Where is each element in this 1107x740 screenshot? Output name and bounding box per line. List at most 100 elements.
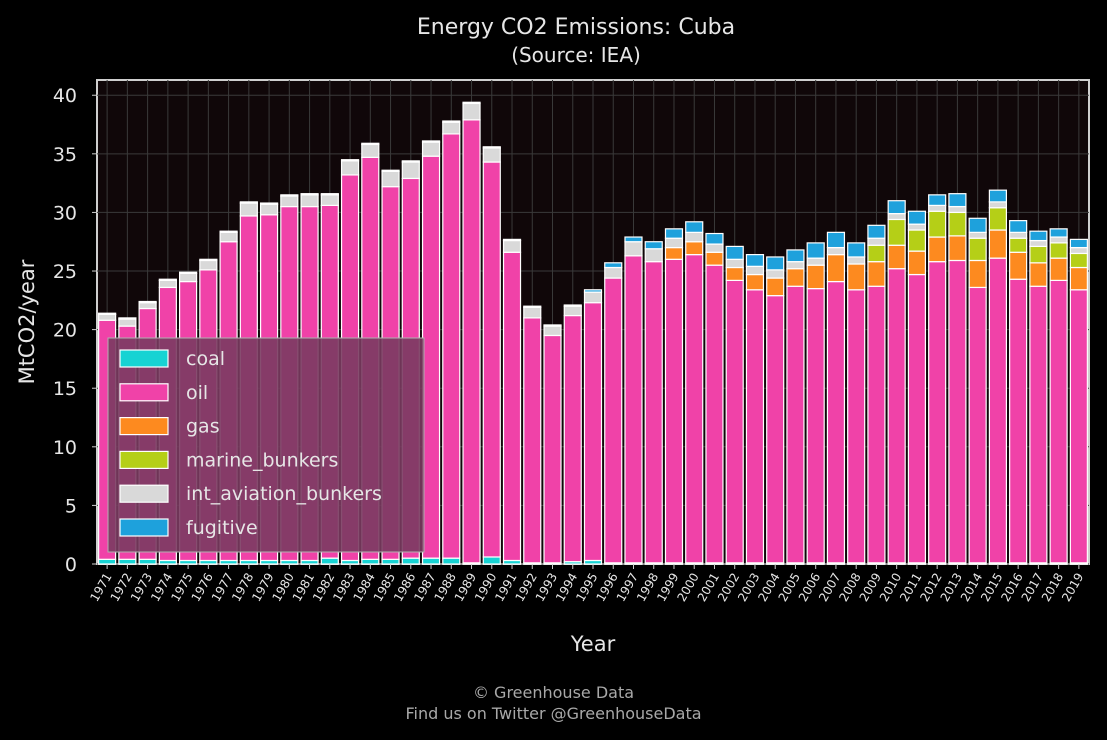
bar-oil-2006	[806, 288, 825, 564]
bar-gas-2004	[766, 277, 785, 297]
bar-oil-1999	[664, 258, 684, 564]
bar-coal-1982	[320, 557, 339, 565]
legend-swatch-fugitive	[119, 518, 169, 537]
bar-gas-2009	[867, 261, 886, 287]
bar-fugitive-1973	[138, 300, 157, 304]
bar-marine_bunkers-2018	[1049, 242, 1068, 259]
y-axis-ticks: 0 5 10 15 20 25 30 35 40	[53, 85, 97, 576]
legend-swatch-coal	[119, 349, 169, 368]
y-tick-label: 30	[53, 202, 77, 224]
bar-gas-2010	[887, 244, 906, 270]
chart-title: Energy CO2 Emissions: Cuba	[417, 15, 735, 40]
bar-fugitive-2001	[705, 232, 724, 245]
legend-swatch-gas	[119, 417, 169, 436]
bar-int_aviation_bunkers-1981	[300, 194, 319, 208]
footer-twitter: Find us on Twitter @GreenhouseData	[405, 704, 702, 723]
bar-fugitive-1997	[624, 236, 643, 243]
bar-int_aviation_bunkers-2005	[786, 261, 805, 270]
bar-fugitive-1971	[98, 312, 117, 315]
bar-fugitive-1978	[239, 201, 258, 204]
bar-fugitive-1983	[340, 159, 360, 162]
bar-int_aviation_bunkers-2003	[745, 265, 765, 276]
bar-int_aviation_bunkers-2018	[1049, 236, 1068, 244]
bar-int_aviation_bunkers-1986	[401, 161, 420, 180]
bar-oil-2004	[766, 295, 785, 564]
bar-gas-2006	[806, 264, 825, 290]
bar-gas-2019	[1069, 266, 1088, 291]
bar-gas-2016	[1009, 251, 1028, 280]
bar-int_aviation_bunkers-1995	[583, 291, 603, 304]
bar-coal-1985	[381, 558, 400, 565]
bar-oil-2016	[1009, 278, 1028, 564]
bar-fugitive-2014	[968, 217, 987, 233]
bar-fugitive-1993	[543, 324, 562, 327]
bar-fugitive-2012	[928, 194, 947, 206]
bar-fugitive-1992	[523, 305, 542, 308]
bar-coal-1986	[401, 557, 420, 565]
bar-fugitive-1988	[442, 120, 461, 123]
bar-int_aviation_bunkers-2007	[826, 246, 846, 256]
bar-fugitive-2007	[826, 231, 846, 249]
bar-int_aviation_bunkers-2019	[1069, 246, 1088, 255]
bar-oil-2010	[887, 268, 906, 564]
bar-oil-1997	[624, 255, 643, 564]
bar-int_aviation_bunkers-2014	[968, 231, 987, 239]
bar-oil-2017	[1029, 285, 1048, 564]
y-tick-label: 40	[53, 85, 77, 107]
y-tick-label: 5	[65, 495, 77, 517]
bar-oil-1994	[563, 314, 582, 563]
bar-fugitive-1980	[280, 194, 299, 197]
bar-fugitive-2011	[907, 210, 927, 225]
bar-fugitive-2008	[847, 242, 866, 258]
bar-int_aviation_bunkers-1988	[442, 121, 461, 135]
bar-fugitive-1996	[604, 262, 623, 269]
legend-label-coal: coal	[186, 348, 225, 370]
bar-int_aviation_bunkers-2012	[928, 204, 947, 212]
bar-marine_bunkers-2015	[988, 207, 1008, 231]
bar-fugitive-2002	[725, 245, 744, 260]
bar-oil-2018	[1049, 279, 1068, 564]
bar-fugitive-1984	[361, 142, 380, 146]
legend-label-fugitive: fugitive	[186, 517, 258, 539]
bar-int_aviation_bunkers-1990	[482, 147, 501, 163]
bar-int_aviation_bunkers-2009	[867, 237, 886, 246]
bar-fugitive-2010	[887, 200, 906, 215]
bar-coal-1973	[138, 558, 157, 565]
bar-fugitive-1981	[300, 193, 319, 196]
footer-credit: © Greenhouse Data	[472, 683, 635, 702]
bar-int_aviation_bunkers-2013	[948, 205, 967, 214]
bar-fugitive-2018	[1049, 228, 1068, 238]
bar-int_aviation_bunkers-1973	[138, 302, 157, 310]
bar-int_aviation_bunkers-1977	[219, 231, 238, 243]
bar-int_aviation_bunkers-2017	[1029, 239, 1048, 248]
x-axis-ticks: 1971197219731974197519761977197819791980…	[87, 564, 1086, 604]
legend-label-marine_bunkers: marine_bunkers	[186, 449, 338, 471]
bar-int_aviation_bunkers-2006	[806, 257, 825, 266]
bar-fugitive-2009	[867, 224, 886, 239]
bar-fugitive-1986	[401, 160, 420, 163]
bar-int_aviation_bunkers-1997	[624, 241, 643, 257]
bar-int_aviation_bunkers-1972	[118, 318, 137, 327]
y-tick-label: 15	[53, 378, 77, 400]
legend-frame	[107, 337, 425, 553]
bar-marine_bunkers-2010	[887, 218, 906, 246]
bar-oil-2014	[968, 286, 987, 564]
bar-int_aviation_bunkers-2000	[685, 231, 704, 243]
bar-coal-1984	[361, 558, 380, 565]
bar-oil-2008	[847, 289, 866, 564]
y-tick-label: 35	[53, 144, 77, 166]
bar-fugitive-1998	[644, 241, 663, 250]
bar-oil-1991	[502, 251, 522, 562]
bar-fugitive-2006	[806, 242, 825, 259]
bar-int_aviation_bunkers-1975	[178, 272, 198, 283]
bar-coal-1971	[98, 558, 117, 565]
legend-swatch-marine_bunkers	[119, 450, 169, 469]
bar-marine_bunkers-2019	[1069, 252, 1088, 269]
bar-fugitive-1999	[664, 228, 684, 239]
bar-int_aviation_bunkers-1991	[502, 239, 522, 253]
bar-oil-2002	[725, 279, 744, 564]
bar-fugitive-1987	[421, 140, 441, 143]
bar-int_aviation_bunkers-1985	[381, 170, 400, 188]
bar-coal-1990	[482, 556, 501, 565]
